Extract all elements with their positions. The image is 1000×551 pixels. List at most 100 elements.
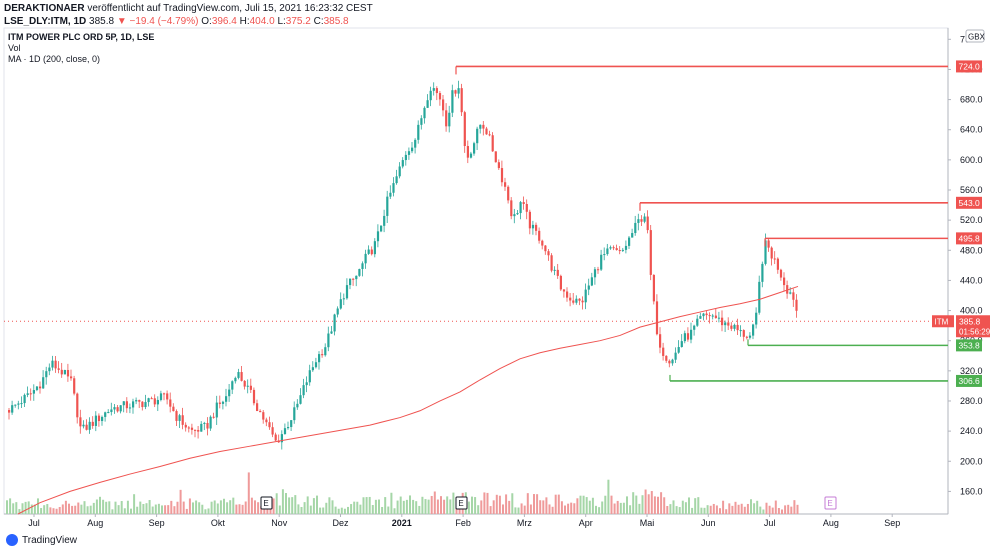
candle-body [20, 403, 23, 405]
candle-body [733, 324, 736, 329]
y-tick-label: 640.0 [960, 125, 983, 135]
candle-body [510, 200, 513, 217]
candle-body [132, 401, 135, 408]
volume-bar [350, 504, 353, 514]
candle-body [327, 333, 330, 348]
candle-body [423, 107, 426, 119]
candle-body [318, 354, 321, 363]
volume-bar [743, 506, 746, 514]
candle-body [776, 258, 779, 270]
volume-bar [486, 492, 489, 514]
y-tick-label: 320.0 [960, 366, 983, 376]
volume-bar [306, 496, 309, 514]
volume-bar [564, 505, 566, 514]
candle-body [175, 411, 178, 421]
volume-bar [278, 505, 281, 514]
volume-bar [632, 492, 635, 514]
volume-bar [697, 497, 700, 514]
volume-bar [440, 496, 442, 514]
volume-bar [37, 498, 39, 514]
currency-label: GBX [968, 33, 986, 42]
volume-bar [790, 506, 793, 514]
candle-body [376, 231, 380, 242]
candle-body [35, 386, 39, 391]
earnings-event-marker[interactable] [260, 496, 273, 510]
volume-bar [303, 502, 306, 514]
volume-bar [322, 507, 325, 514]
earnings-event-marker[interactable] [455, 496, 468, 510]
earnings-event-label: E [458, 499, 463, 508]
volume-bar [765, 502, 768, 514]
current-price-label: 385.8 [959, 316, 981, 326]
volume-bar [281, 489, 284, 514]
candle-body [454, 90, 457, 94]
volume-bar [285, 493, 287, 514]
volume-bar [130, 508, 132, 514]
candle-body [333, 314, 336, 332]
volume-bar [378, 499, 380, 514]
candle-body [569, 297, 572, 301]
y-tick-label: 440.0 [960, 275, 983, 285]
currency-box[interactable] [965, 29, 985, 43]
volume-bar [40, 508, 43, 514]
volume-bar [359, 504, 362, 514]
volume-bar [396, 500, 399, 514]
candle-body [500, 168, 504, 183]
candle-body [352, 278, 355, 280]
volume-bar [703, 507, 706, 514]
volume-bar [142, 503, 145, 514]
volume-bar [657, 496, 659, 514]
candle-body [624, 245, 628, 250]
y-tick-label: 480.0 [960, 245, 983, 255]
volume-bar [579, 495, 582, 514]
ohlc-line: LSE_DLY:ITM, 1D 385.8 ▼ −19.4 (−4.79%) O… [4, 15, 373, 28]
candle-body [383, 215, 386, 226]
volume-bar [511, 493, 514, 514]
candle-body [783, 277, 786, 286]
volume-bar [12, 503, 15, 514]
volume-bar [148, 499, 151, 514]
volume-bar [381, 506, 384, 514]
volume-bar [542, 500, 545, 514]
candle-body [314, 362, 318, 368]
legend-volume[interactable]: Vol [8, 43, 21, 53]
volume-bar [185, 508, 188, 514]
volume-bar [105, 501, 108, 514]
candle-body [113, 407, 116, 410]
candle-body [79, 417, 82, 427]
volume-bar [43, 505, 46, 514]
candle-body [615, 248, 618, 251]
candle-body [587, 285, 590, 290]
volume-bar [356, 501, 359, 514]
candle-body [637, 219, 640, 223]
candle-body [683, 333, 686, 342]
candle-body [435, 88, 438, 94]
x-tick-label: Dez [332, 518, 349, 528]
candle-body [265, 419, 268, 423]
volume-bar [52, 508, 55, 514]
x-tick-label: 2021 [392, 518, 412, 528]
volume-bar [700, 507, 703, 514]
candle-body [249, 385, 252, 390]
candle-body [234, 377, 237, 382]
y-tick-label: 680.0 [960, 95, 983, 105]
volume-bar [505, 494, 508, 514]
candle-body [473, 143, 476, 154]
volume-bar [353, 501, 356, 514]
candle-body [398, 166, 401, 177]
volume-bar [495, 494, 498, 514]
earnings-event-marker[interactable] [824, 496, 837, 510]
candle-body [153, 398, 156, 405]
plot-area[interactable] [3, 27, 949, 515]
volume-bar [250, 497, 253, 514]
volume-bar [71, 505, 74, 514]
volume-bar [557, 494, 560, 514]
close-value: 385.8 [323, 16, 349, 27]
chart-header: DERAKTIONAER veröffentlicht auf TradingV… [4, 2, 373, 28]
volume-bar [164, 505, 167, 514]
legend-moving-average[interactable]: MA · 1D (200, close, 0) [8, 54, 101, 64]
candle-body [491, 135, 494, 152]
volume-bar [347, 506, 349, 514]
volume-bar [362, 497, 365, 514]
